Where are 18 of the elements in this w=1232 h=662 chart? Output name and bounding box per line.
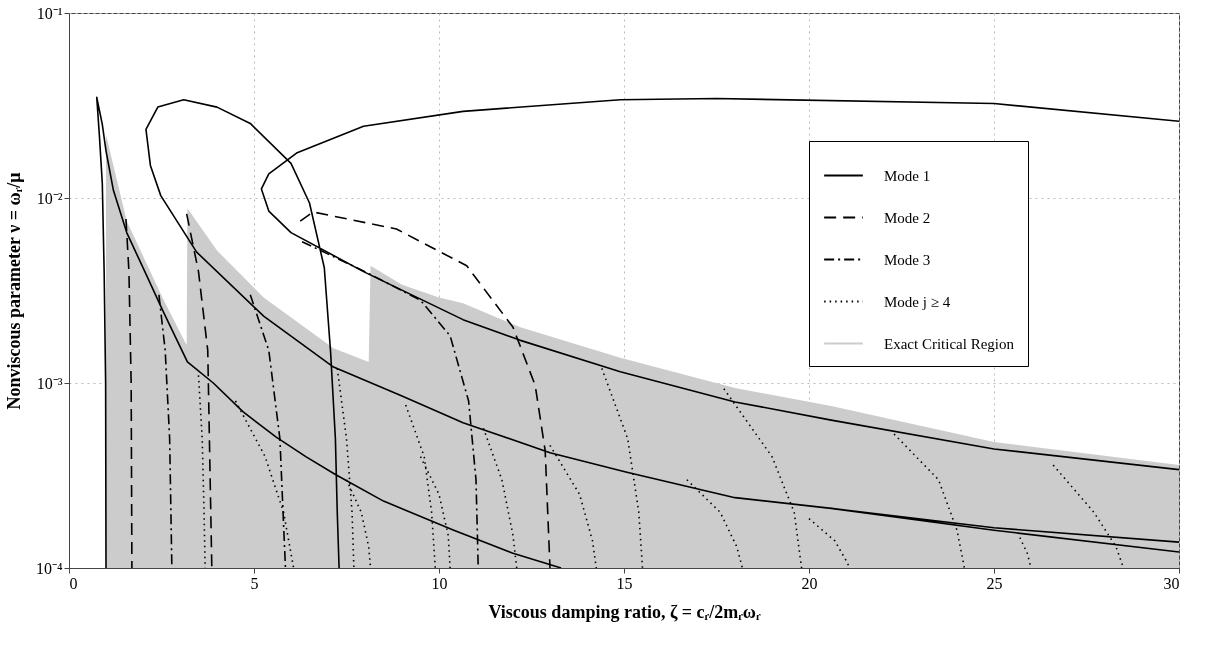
x-tick-label: 10 (431, 574, 448, 592)
legend-label: Mode 3 (884, 251, 931, 268)
x-axis-title: Viscous damping ratio, ζ = cᵣ/2mᵣωᵣ (488, 601, 761, 622)
x-tick-label: 25 (986, 574, 1003, 592)
x-tick-label: 30 (1163, 574, 1180, 592)
x-tick-label: 5 (250, 574, 259, 592)
y-axis-title: Nonviscous parameter ν = ωᵣ/μ (3, 172, 24, 410)
y-tick-label: 10⁻¹ (36, 4, 63, 22)
y-tick-label: 10⁻² (36, 189, 63, 207)
y-tick-label: 10⁻⁴ (35, 559, 63, 577)
x-tick-label: 15 (616, 574, 633, 592)
legend-label: Mode 2 (884, 209, 931, 226)
y-tick-label: 10⁻³ (36, 374, 63, 392)
legend-label: Exact Critical Region (884, 335, 1015, 352)
legend-label: Mode 1 (884, 167, 931, 184)
legend-label: Mode j ≥ 4 (884, 293, 951, 310)
x-tick-label: 20 (801, 574, 818, 592)
x-tick-label: 0 (69, 574, 78, 592)
